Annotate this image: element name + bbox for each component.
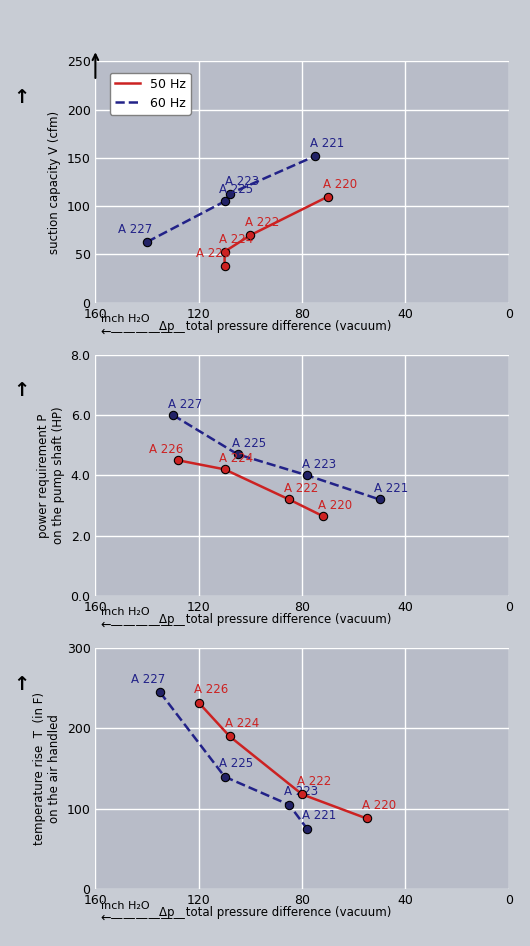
Text: ↑: ↑ [13, 381, 29, 400]
Y-axis label: power requirement P
on the pump shaft (HP): power requirement P on the pump shaft (H… [37, 407, 65, 544]
Text: A 220: A 220 [317, 499, 352, 512]
Text: A 224: A 224 [219, 452, 254, 464]
Text: A 225: A 225 [219, 183, 253, 196]
Text: ←——————: ←—————— [101, 912, 186, 925]
Text: ↑: ↑ [13, 674, 29, 693]
Text: A 224: A 224 [225, 717, 259, 730]
Text: A 227: A 227 [131, 673, 165, 686]
Text: A 225: A 225 [232, 437, 267, 449]
Text: inch H₂O: inch H₂O [101, 314, 149, 324]
Text: A 222: A 222 [284, 482, 318, 495]
Text: A 227: A 227 [118, 223, 152, 236]
Text: Δp   total pressure difference (vacuum): Δp total pressure difference (vacuum) [159, 613, 391, 626]
Text: inch H₂O: inch H₂O [101, 607, 149, 618]
Text: inch H₂O: inch H₂O [101, 901, 149, 911]
Text: A 224: A 224 [219, 233, 254, 246]
Text: A 226: A 226 [196, 247, 229, 260]
Text: A 222: A 222 [297, 775, 331, 788]
Text: ←——————: ←—————— [101, 325, 186, 339]
Legend: 50 Hz, 60 Hz: 50 Hz, 60 Hz [110, 73, 191, 114]
Text: A 220: A 220 [361, 799, 396, 812]
Text: A 223: A 223 [302, 458, 336, 471]
Text: A 221: A 221 [374, 482, 409, 495]
Text: A 221: A 221 [302, 810, 337, 822]
Text: A 225: A 225 [219, 757, 253, 770]
Text: Δp   total pressure difference (vacuum): Δp total pressure difference (vacuum) [159, 906, 391, 920]
Text: A 226: A 226 [149, 443, 183, 456]
Y-axis label: temperature rise  T  (in F)
on the air handled: temperature rise T (in F) on the air han… [33, 692, 61, 845]
Text: A 223: A 223 [225, 175, 259, 188]
Text: A 223: A 223 [284, 785, 318, 798]
Text: A 220: A 220 [323, 178, 357, 191]
Text: A 226: A 226 [193, 683, 228, 696]
Text: ↑: ↑ [13, 88, 29, 107]
Y-axis label: suction capacity V (cfm): suction capacity V (cfm) [48, 111, 61, 254]
Text: ←——————: ←—————— [101, 619, 186, 632]
Text: Δp   total pressure difference (vacuum): Δp total pressure difference (vacuum) [159, 320, 391, 333]
Text: A 221: A 221 [310, 137, 344, 150]
Text: A 222: A 222 [245, 217, 279, 229]
Text: A 227: A 227 [167, 397, 202, 411]
